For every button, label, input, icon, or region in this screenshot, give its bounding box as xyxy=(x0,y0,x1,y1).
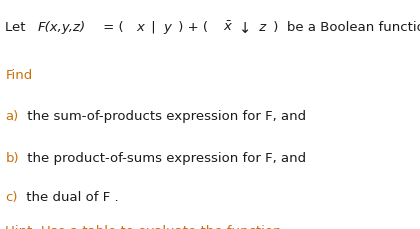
Text: the sum-of-products expression for F, and: the sum-of-products expression for F, an… xyxy=(23,110,306,123)
Text: Hint: Use a table to evaluate the function.: Hint: Use a table to evaluate the functi… xyxy=(5,224,286,229)
Text: )  be a Boolean function.: ) be a Boolean function. xyxy=(269,21,420,34)
Text: |: | xyxy=(147,21,160,34)
Text: Find: Find xyxy=(5,69,33,82)
Text: the product-of-sums expression for F, and: the product-of-sums expression for F, an… xyxy=(23,151,306,164)
Text: = (: = ( xyxy=(100,21,129,34)
Text: F(x,y,z): F(x,y,z) xyxy=(37,21,86,34)
Text: $\bar{x}$: $\bar{x}$ xyxy=(223,21,234,34)
Text: z: z xyxy=(255,21,266,34)
Text: x: x xyxy=(137,21,144,34)
Text: ) + (: ) + ( xyxy=(174,21,212,34)
Text: a): a) xyxy=(5,110,19,123)
Text: $\downarrow$: $\downarrow$ xyxy=(236,21,250,35)
Text: b): b) xyxy=(5,151,19,164)
Text: the dual of F .: the dual of F . xyxy=(21,190,118,203)
Text: Let: Let xyxy=(5,21,30,34)
Text: y: y xyxy=(163,21,171,34)
Text: c): c) xyxy=(5,190,18,203)
